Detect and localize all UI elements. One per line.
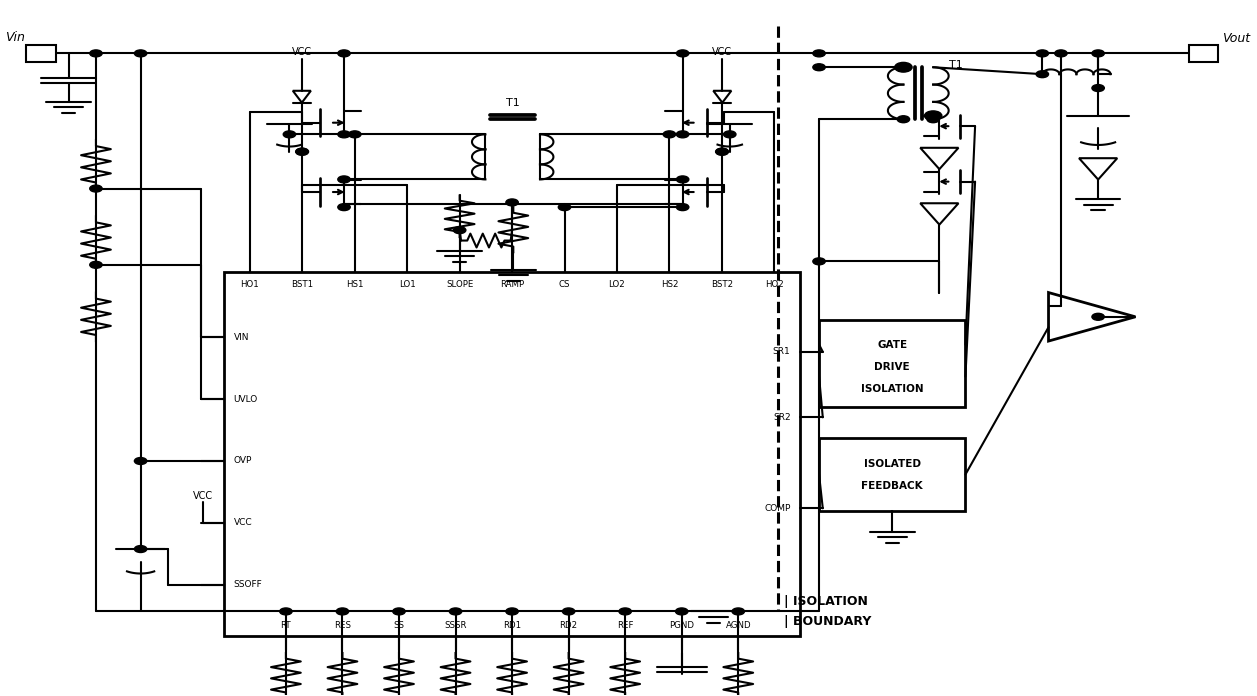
Circle shape: [505, 608, 518, 615]
Text: T1: T1: [949, 61, 963, 70]
Text: | BOUNDARY: | BOUNDARY: [784, 615, 871, 628]
Circle shape: [813, 50, 826, 57]
Text: HS2: HS2: [661, 280, 678, 289]
Text: VCC: VCC: [292, 47, 312, 57]
Circle shape: [926, 116, 939, 122]
Circle shape: [283, 131, 295, 138]
Circle shape: [924, 111, 941, 120]
Text: FEEDBACK: FEEDBACK: [861, 481, 923, 491]
Circle shape: [505, 199, 518, 206]
Circle shape: [454, 227, 466, 234]
Circle shape: [1092, 85, 1105, 91]
Text: OVP: OVP: [234, 457, 251, 466]
Circle shape: [676, 50, 689, 57]
Text: RAMP: RAMP: [500, 280, 524, 289]
Text: | ISOLATION: | ISOLATION: [784, 594, 869, 608]
Circle shape: [295, 148, 308, 155]
Circle shape: [134, 546, 147, 553]
Circle shape: [134, 50, 147, 57]
Text: RT: RT: [280, 621, 292, 630]
Text: ISOLATED: ISOLATED: [864, 459, 920, 468]
Text: RES: RES: [334, 621, 351, 630]
Circle shape: [338, 204, 351, 211]
Text: VCC: VCC: [234, 519, 253, 528]
Text: SR1: SR1: [773, 347, 791, 356]
Text: Vout: Vout: [1222, 32, 1251, 45]
Text: HO2: HO2: [764, 280, 783, 289]
Circle shape: [1055, 50, 1067, 57]
Circle shape: [392, 608, 405, 615]
Bar: [26, 45, 57, 62]
Circle shape: [676, 176, 689, 183]
Circle shape: [618, 608, 631, 615]
Text: LO2: LO2: [608, 280, 625, 289]
Text: RD2: RD2: [559, 621, 578, 630]
Circle shape: [89, 261, 102, 268]
Text: CS: CS: [559, 280, 571, 289]
Circle shape: [732, 608, 744, 615]
Text: BST2: BST2: [710, 280, 733, 289]
Circle shape: [338, 131, 351, 138]
Text: BST1: BST1: [292, 280, 313, 289]
Text: REF: REF: [617, 621, 634, 630]
Text: PGND: PGND: [669, 621, 694, 630]
Circle shape: [89, 185, 102, 192]
Circle shape: [562, 608, 574, 615]
Text: SS: SS: [393, 621, 405, 630]
Text: COMP: COMP: [764, 504, 791, 513]
Circle shape: [664, 131, 675, 138]
Circle shape: [348, 131, 361, 138]
Text: T1: T1: [505, 98, 519, 108]
Polygon shape: [293, 90, 310, 102]
Text: UVLO: UVLO: [234, 395, 258, 404]
Bar: [1189, 45, 1218, 62]
Text: HO1: HO1: [240, 280, 259, 289]
Circle shape: [134, 457, 147, 464]
Text: Vin: Vin: [5, 31, 25, 45]
Text: AGND: AGND: [725, 621, 752, 630]
Polygon shape: [713, 90, 732, 102]
Circle shape: [897, 64, 910, 71]
Circle shape: [675, 608, 688, 615]
Circle shape: [338, 50, 351, 57]
Text: SR2: SR2: [773, 413, 791, 422]
Circle shape: [280, 608, 292, 615]
Circle shape: [897, 116, 910, 122]
Circle shape: [449, 608, 461, 615]
Circle shape: [297, 148, 308, 155]
Circle shape: [813, 64, 826, 71]
Circle shape: [1036, 71, 1048, 78]
Circle shape: [895, 63, 913, 72]
Circle shape: [724, 131, 735, 138]
Text: GATE: GATE: [877, 340, 908, 349]
Bar: [224, 271, 801, 635]
Text: VCC: VCC: [192, 491, 212, 500]
Circle shape: [1092, 313, 1105, 320]
Circle shape: [1036, 50, 1048, 57]
Circle shape: [676, 204, 689, 211]
Text: SLOPE: SLOPE: [446, 280, 474, 289]
Circle shape: [813, 258, 826, 264]
Bar: [820, 320, 965, 407]
Text: DRIVE: DRIVE: [875, 362, 910, 372]
Bar: [820, 438, 965, 511]
Text: ISOLATION: ISOLATION: [861, 384, 924, 394]
Circle shape: [715, 148, 728, 155]
Text: SSSR: SSSR: [444, 621, 466, 630]
Text: SSOFF: SSOFF: [234, 580, 263, 590]
Circle shape: [676, 131, 689, 138]
Circle shape: [558, 204, 571, 211]
Text: LO1: LO1: [398, 280, 416, 289]
Text: VIN: VIN: [234, 333, 249, 342]
Circle shape: [337, 608, 348, 615]
Circle shape: [338, 176, 351, 183]
Text: RD1: RD1: [503, 621, 522, 630]
Circle shape: [1092, 50, 1105, 57]
Text: HS1: HS1: [346, 280, 363, 289]
Circle shape: [89, 50, 102, 57]
Circle shape: [716, 148, 729, 155]
Text: VCC: VCC: [713, 47, 733, 57]
